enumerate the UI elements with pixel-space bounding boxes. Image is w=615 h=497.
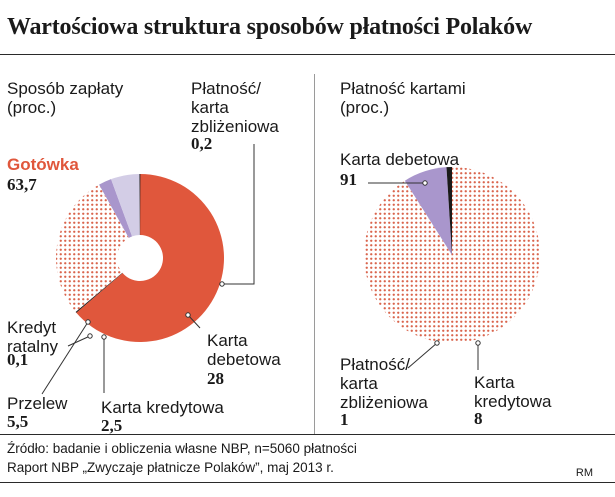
top-rule — [0, 54, 615, 55]
value-contactless-left: 0,2 — [191, 134, 213, 153]
leader-credit-right-dot — [475, 340, 481, 346]
leader-debit-left — [187, 314, 201, 329]
pie-payment-method — [56, 174, 225, 342]
value-credit-left: 2,5 — [101, 416, 123, 435]
label-debit-right: Karta debetowa — [340, 150, 460, 169]
label-contactless-left: Płatność/ karta zbliżeniowa — [191, 79, 279, 136]
panel-divider — [314, 74, 315, 434]
slice-credit-right — [404, 167, 452, 255]
label-installment: Kredyt ratalny — [7, 318, 59, 356]
leader-debit-right-dot — [422, 180, 428, 186]
page-title: Wartościowa struktura sposobów płatności… — [7, 14, 533, 40]
leader-credit-left-dot — [101, 334, 107, 340]
label-credit-right: Karta kredytowa — [474, 373, 552, 411]
slice-debit-left — [56, 184, 129, 312]
leader-installment-dot — [87, 333, 93, 339]
leader-transfer — [41, 321, 89, 395]
label-transfer: Przelew — [7, 394, 68, 413]
slice-contactless-left — [75, 272, 123, 313]
value-contactless-right: 1 — [340, 410, 349, 429]
source-line-2: Raport NBP „Zwyczaje płatnicze Polaków”,… — [7, 460, 334, 475]
leader-installment — [67, 335, 91, 347]
slice-gotowka — [76, 174, 225, 342]
value-debit-left: 28 — [207, 369, 224, 388]
leader-contactless-right-dot — [434, 340, 440, 346]
slice-debit-right — [363, 167, 540, 344]
label-credit-left: Karta kredytowa — [101, 398, 224, 417]
leader-contactless-left — [222, 144, 255, 285]
footer-rule — [0, 482, 615, 483]
slice-credit-left — [99, 179, 133, 238]
leader-contactless-left-dot — [219, 281, 225, 287]
pie-card-payments — [363, 167, 540, 344]
bottom-rule — [0, 434, 615, 435]
leader-lines — [41, 144, 481, 395]
leader-debit-left-dot — [185, 312, 191, 318]
value-transfer: 5,5 — [7, 412, 29, 431]
value-credit-right: 8 — [474, 409, 483, 428]
slice-installment — [139, 174, 141, 236]
leader-contactless-right — [407, 342, 438, 369]
label-debit-left: Karta debetowa — [207, 331, 281, 369]
right-panel-heading: Płatność kartami (proc.) — [340, 79, 466, 117]
source-line-1: Źródło: badanie i obliczenia własne NBP,… — [7, 441, 357, 456]
label-contactless-right: Płatność/ karta zbliżeniowa — [340, 355, 428, 412]
left-panel-heading: Sposób zapłaty (proc.) — [7, 79, 124, 117]
author-initials: RM — [575, 467, 593, 479]
value-gotowka: 63,7 — [7, 175, 37, 194]
value-debit-right: 91 — [340, 170, 357, 189]
leader-transfer-dot — [85, 319, 91, 325]
slice-transfer — [111, 174, 140, 237]
label-gotowka: Gotówka — [7, 155, 79, 174]
slice-contactless-right — [446, 167, 452, 255]
value-installment: 0,1 — [7, 350, 29, 369]
